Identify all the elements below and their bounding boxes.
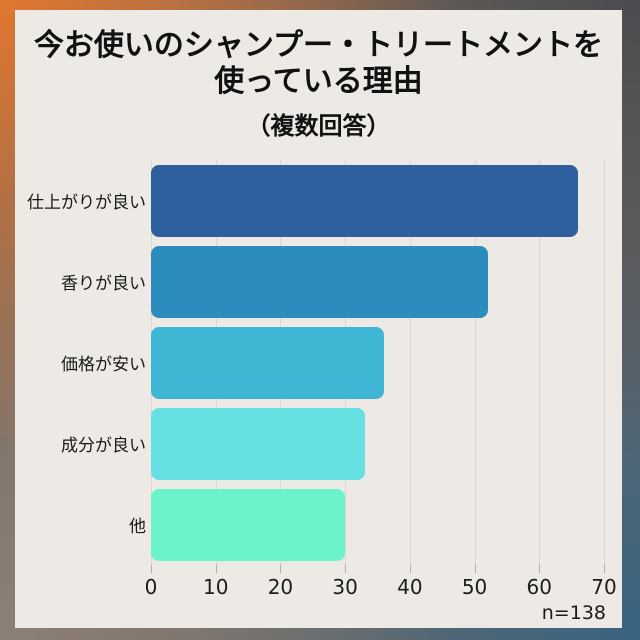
x-tick-label: 20 (267, 575, 294, 599)
chart-subtitle: （複数回答） (246, 112, 391, 140)
tick-mark (604, 565, 605, 573)
category-label: 他 (129, 517, 146, 537)
gridline (474, 160, 476, 565)
tick-mark (539, 565, 541, 573)
x-tick-label: 0 (144, 575, 158, 599)
gridline (539, 160, 541, 565)
bar-3 (151, 326, 384, 399)
x-tick-label: 40 (397, 575, 423, 599)
x-tick-label: 10 (202, 575, 229, 599)
category-label: 価格が安い (61, 355, 146, 375)
chart-title-line2: 使っている理由 (214, 64, 423, 99)
sample-size-label: n=138 (541, 602, 606, 624)
category-labels: 仕上がりが良い香りが良い価格が安い成分が良い他 (15, 160, 146, 565)
tick-mark (280, 565, 282, 573)
bar-row (151, 484, 616, 565)
bar-row (151, 403, 616, 484)
chart-title-line1: 今お使いのシャンプー・トリートメントを (33, 28, 604, 63)
tick-mark (215, 565, 217, 573)
tick-mark (474, 565, 476, 573)
bar-chart: 仕上がりが良い香りが良い価格が安い成分が良い他 0 10 20 30 40 50 60 70 (15, 160, 622, 610)
bar-2 (151, 245, 488, 318)
bar-row (151, 322, 616, 403)
tick-mark (151, 565, 152, 573)
bar-1 (151, 164, 579, 237)
x-tick-label: 50 (461, 575, 488, 599)
bar-4 (151, 407, 365, 480)
plot-area (151, 160, 616, 573)
category-label: 香りが良い (61, 274, 146, 294)
chart-title: 今お使いのシャンプー・トリートメントを 使っている理由 (15, 10, 622, 100)
bar-row (151, 241, 616, 322)
tick-mark (409, 565, 411, 573)
x-axis: 0 10 20 30 40 50 60 70 (145, 575, 617, 601)
gridline (409, 160, 411, 565)
gridline (604, 160, 605, 565)
x-tick-label: 30 (332, 575, 358, 599)
bar-5 (151, 488, 346, 561)
x-tick-label: 60 (526, 575, 553, 599)
tick-mark (345, 565, 347, 573)
bar-row (151, 160, 616, 241)
category-label: 仕上がりが良い (27, 193, 146, 213)
chart-card: 今お使いのシャンプー・トリートメントを 使っている理由 （複数回答） 仕上がりが… (15, 10, 622, 628)
x-tick-label: 70 (591, 575, 617, 599)
category-label: 成分が良い (61, 436, 146, 456)
